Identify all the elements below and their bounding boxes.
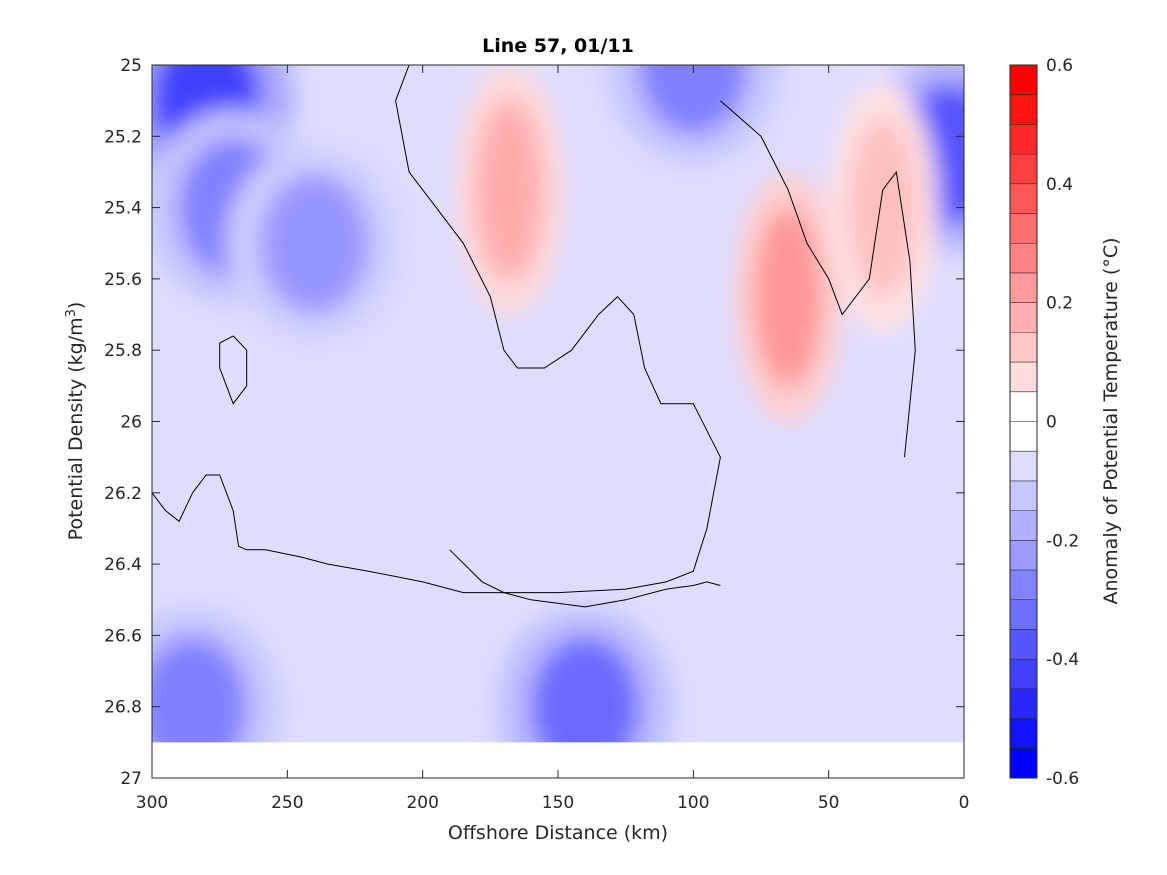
x-axis: 300 250 200 150 100 50 0 (136, 65, 970, 813)
x-tick-label: 100 (677, 793, 709, 813)
contour-right (720, 100, 916, 458)
colorbar-step (1010, 688, 1037, 720)
colorbar-tick-label: -0.4 (1046, 650, 1079, 670)
contour-central (395, 65, 721, 594)
colorbar-step (1010, 570, 1037, 601)
plot-area: 300 250 200 150 100 50 0 2525.225.425.625.8262… (104, 56, 970, 813)
y-tick-label: 25 (120, 56, 142, 76)
feature-core-3 (638, 65, 749, 135)
x-tick-label: 300 (136, 793, 168, 813)
temperature-anomaly-field (152, 65, 964, 778)
feature-core-5 (475, 99, 544, 280)
y-tick-label: 25.6 (104, 270, 142, 290)
y-axis: 25 25.2 25.4 25.6 25.8 26 26.2 26.4 26.6 26.8 27 (104, 56, 964, 789)
colorbar-tick-label: 0.2 (1046, 294, 1073, 314)
colorbar-label: Anomaly of Potential Temperature (°C) (1100, 238, 1122, 605)
colorbar-step (1010, 302, 1037, 333)
y-tick-label: 26.2 (104, 484, 142, 504)
feature-core-6 (754, 206, 823, 387)
feature-core-9 (152, 636, 248, 777)
colorbar: 0.6 0.4 0.2 0 -0.2 -0.4 -0.6 Anomaly of Potent… (1009, 56, 1122, 789)
feature-core-2 (259, 173, 370, 314)
colorbar-tick-label: 0.6 (1046, 56, 1073, 76)
colorbar-step (1010, 718, 1037, 749)
colorbar-ticks: 0.6 0.4 0.2 0 -0.2 -0.4 -0.6 (1046, 56, 1079, 789)
colorbar-step (1010, 629, 1037, 660)
colorbar-step (1010, 659, 1037, 690)
y-tick-label: 26.8 (104, 698, 142, 718)
field-features (152, 65, 964, 778)
colorbar-step (1010, 65, 1037, 96)
colorbar-step (1010, 272, 1037, 304)
x-tick-label: 150 (542, 793, 574, 813)
colorbar-step (1010, 510, 1037, 541)
colorbar-step (1010, 183, 1037, 215)
colorbar-step (1010, 540, 1037, 571)
y-axis-label-main: Potential Density (kg/m (65, 317, 87, 540)
x-tick-label: 50 (818, 793, 840, 813)
colorbar-tick-label: -0.2 (1046, 531, 1079, 551)
colorbar-step (1010, 391, 1037, 422)
colorbar-step (1010, 332, 1037, 363)
zero-contours (152, 65, 916, 608)
colorbar-step (1010, 599, 1037, 630)
colorbar-step (1010, 480, 1037, 512)
y-tick-label: 25.4 (104, 199, 142, 219)
y-tick-label: 26.4 (104, 555, 142, 575)
colorbar-step (1010, 154, 1037, 185)
x-tick-label: 200 (406, 793, 438, 813)
colorbar-frame (1009, 64, 1038, 779)
y-axis-label: Potential Density (kg/m3) (64, 302, 87, 541)
colorbar-steps (1010, 65, 1037, 779)
colorbar-tick-label: 0.4 (1046, 175, 1073, 195)
feature-core-7 (848, 117, 917, 298)
x-tick-label: 0 (959, 793, 970, 813)
colorbar-tick-label: 0 (1046, 413, 1057, 433)
colorbar-step (1010, 362, 1037, 393)
colorbar-step (1010, 243, 1037, 274)
feature-core-8 (530, 636, 641, 777)
y-tick-label: 25.2 (104, 127, 142, 147)
chart-title: Line 57, 01/11 (482, 35, 634, 57)
y-axis-label-superscript: 3 (64, 309, 79, 317)
y-tick-label: 25.8 (104, 341, 142, 361)
colorbar-step (1010, 421, 1037, 452)
y-tick-label: 26 (120, 413, 142, 433)
colorbar-step (1010, 451, 1037, 482)
contour-left-band (152, 474, 721, 608)
y-tick-label: 26.6 (104, 626, 142, 646)
y-axis-label-suffix: ) (65, 302, 87, 309)
colorbar-step (1010, 94, 1037, 125)
colorbar-step (1010, 748, 1037, 779)
colorbar-step (1010, 213, 1037, 244)
colorbar-step (1010, 124, 1037, 155)
x-tick-label: 250 (271, 793, 303, 813)
colorbar-tick-label: -0.6 (1046, 769, 1079, 789)
contour-left-loop (219, 335, 248, 405)
x-axis-label: Offshore Distance (km) (448, 822, 668, 844)
y-tick-label: 27 (120, 769, 142, 789)
